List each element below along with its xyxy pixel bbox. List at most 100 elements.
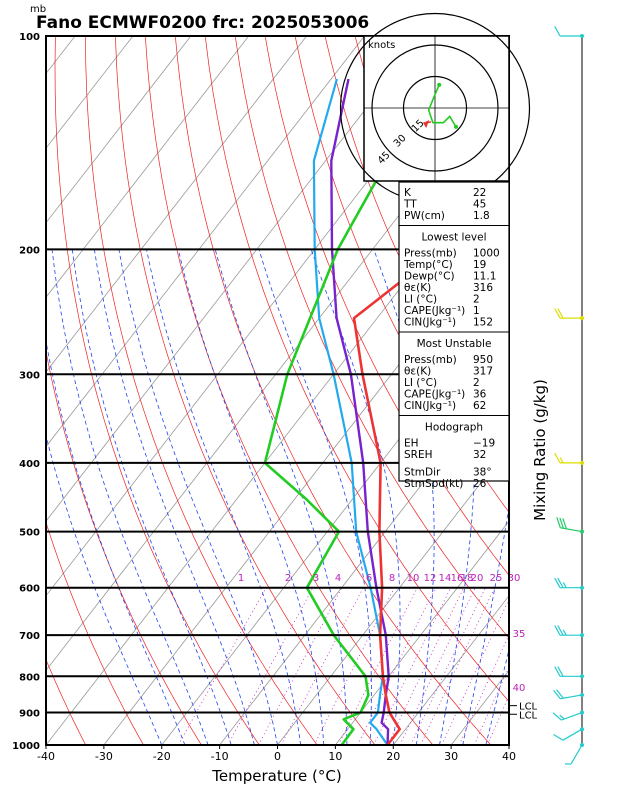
- wind-barb-flag: [554, 625, 561, 636]
- wind-barb-half-flag: [559, 457, 564, 464]
- isotherm-line: [46, 36, 192, 224]
- hodograph-stats-row-label: EH: [404, 438, 419, 450]
- index-row-label: TT: [403, 199, 417, 211]
- wind-barb-flag: [554, 452, 561, 464]
- lowest-level-row-label: Temp(°C): [403, 259, 453, 271]
- x-tick-label: -10: [211, 750, 229, 763]
- mixing-ratio-line: [178, 587, 267, 745]
- mixing-ratio-value-label: 30: [508, 573, 521, 584]
- isotherm-line: [46, 36, 365, 448]
- lcl-label-lower: LCL: [519, 710, 538, 721]
- x-tick-label: 10: [328, 750, 342, 763]
- mixing-ratio-value-label: 2: [285, 573, 291, 584]
- isotherm-line: [46, 36, 250, 298]
- isotherm-line: [46, 36, 423, 522]
- index-row-value: 1.8: [473, 210, 490, 222]
- x-tick-label: 0: [274, 750, 281, 763]
- wind-barb-staff: [562, 728, 583, 741]
- dry-adiabat-line: [46, 521, 144, 745]
- moist-adiabat-line: [373, 249, 435, 745]
- isotherm-line: [46, 36, 307, 373]
- mixing-ratio-value-label: 4: [335, 573, 341, 584]
- moist-adiabat-line: [214, 249, 348, 745]
- index-row-label: K: [404, 187, 412, 199]
- wind-barb-staff: [560, 527, 583, 533]
- moist-adiabat-line: [177, 249, 325, 745]
- most-unstable-row-value: 62: [473, 400, 486, 412]
- x-tick-label: -30: [95, 750, 113, 763]
- mixing-ratio-line: [258, 587, 343, 745]
- mixing-ratio-value-label: 16: [451, 573, 464, 584]
- moist-adiabat-line: [462, 503, 509, 745]
- lowest-level-row-label: CAPE(Jkg⁻¹): [404, 305, 465, 317]
- lowest-level-row-value: 19: [473, 259, 486, 271]
- lowest-level-row-label: LI (°C): [404, 294, 437, 306]
- pressure-tick-label: 700: [19, 631, 40, 642]
- most-unstable-row-value: 2: [473, 377, 480, 389]
- wind-barb-flag: [556, 689, 564, 699]
- hodograph-stats-row-label: StmDir: [404, 467, 441, 479]
- dry-adiabat-line: [294, 36, 509, 513]
- wind-barb-flag: [559, 517, 564, 529]
- wind-barb-flag: [554, 26, 561, 37]
- most-unstable-row-value: 317: [473, 366, 493, 378]
- mixing-ratio-value-label: 35: [513, 629, 526, 640]
- mixing-ratio-value-label: 8: [389, 573, 395, 584]
- moist-adiabat-line: [118, 249, 278, 745]
- wind-barb-half-flag: [562, 582, 567, 588]
- mixing-ratio-line: [280, 587, 364, 745]
- lowest-level-row-label: Press(mb): [404, 248, 457, 260]
- lowest-level-title: Lowest level: [421, 232, 486, 244]
- lowest-level-row-value: 2: [473, 294, 480, 306]
- x-tick-label: -20: [153, 750, 171, 763]
- wind-barb-flag: [556, 517, 561, 528]
- index-row-value: 22: [473, 187, 486, 199]
- hodograph-frame: [363, 35, 510, 182]
- isotherm-line: [277, 445, 509, 745]
- pressure-tick-label: 400: [19, 459, 40, 470]
- pressure-tick-label: 300: [19, 370, 40, 381]
- lowest-level-row-value: 316: [473, 282, 493, 294]
- wind-barb-half-flag: [559, 714, 565, 720]
- most-unstable-row-value: 950: [473, 354, 493, 366]
- wind-barb-flag: [554, 308, 561, 319]
- dry-adiabat-line: [234, 36, 509, 639]
- most-unstable-row-value: 36: [473, 389, 487, 401]
- chart-title: Fano ECMWF0200 frc: 2025053006: [36, 13, 369, 33]
- mixing-ratio-axis-label: Mixing Ratio (g/kg): [531, 379, 549, 521]
- most-unstable-row-label: θε(K): [404, 366, 431, 378]
- index-row-value: 45: [473, 199, 486, 211]
- most-unstable-row-label: CAPE(Jkg⁻¹): [404, 389, 465, 401]
- pressure-tick-label: 500: [19, 528, 40, 539]
- lowest-level-row-value: 1: [473, 305, 480, 317]
- dry-adiabat-line: [54, 36, 260, 745]
- x-tick-label: -40: [37, 750, 55, 763]
- wind-barb-flag: [554, 577, 561, 588]
- index-row-label: PW(cm): [404, 210, 445, 222]
- pressure-tick-label: 1000: [12, 741, 40, 752]
- pressure-tick-label: 200: [19, 245, 40, 256]
- pressure-tick-label: 100: [19, 32, 40, 43]
- x-axis-label: Temperature (°C): [211, 767, 341, 785]
- hodograph-stats-row-value: 26: [473, 478, 487, 490]
- lcl-label-upper: LCL: [519, 702, 538, 713]
- dry-adiabat-line: [115, 36, 376, 745]
- hodograph-stats-row-value: −19: [473, 438, 495, 450]
- x-tick-label: 30: [444, 750, 458, 763]
- mixing-ratio-value-label: 25: [490, 573, 503, 584]
- mixing-ratio-value-label: 1: [238, 573, 244, 584]
- mixing-ratio-value-label: 20: [471, 573, 484, 584]
- moist-adiabat-line: [439, 249, 476, 745]
- wind-barb-column: [552, 26, 584, 765]
- lowest-level-row-value: 11.1: [473, 271, 496, 283]
- pressure-tick-label: 900: [19, 709, 40, 720]
- wind-barb-flag: [553, 733, 564, 741]
- wind-barb-flag: [557, 308, 564, 319]
- dewpoint-line: [263, 36, 459, 745]
- mixing-ratio-value-label: 14: [439, 573, 452, 584]
- mixing-ratio-value-label: 3: [313, 573, 319, 584]
- dry-adiabat-line: [174, 36, 492, 745]
